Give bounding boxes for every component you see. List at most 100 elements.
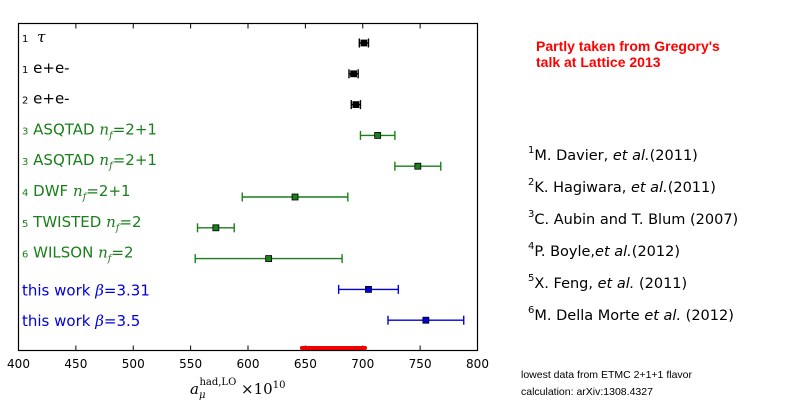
data-row: 1 τ [22,28,370,48]
reference-author: M. Davier, [534,147,613,164]
data-row: 2 e+e- [22,90,362,110]
reference-item: 1M. Davier, et al.(2011) [528,145,698,164]
reference-year: (2011) [634,275,688,292]
label-text: ASQTAD [33,120,94,138]
row-label: 2 e+e- [22,90,70,108]
nf-value: =2 [111,244,133,262]
label-text: DWF [33,182,68,200]
row-label: this work β=3.5 [22,312,140,330]
footnote-line2: calculation: arXiv:1308.4327 [521,386,653,398]
reference-year: (2012) [631,243,681,260]
data-row: 4 DWF nf=2+1 [22,182,349,203]
reference-item: 3C. Aubin and T. Blum (2007) [528,209,739,228]
data-point [360,39,368,47]
row-label: 6 WILSON nf=2 [22,244,134,265]
reference-number: 1 [528,145,535,156]
row-label: 3 ASQTAD nf=2+1 [22,120,157,141]
reference-item: 4P. Boyle,et al.(2012) [528,241,681,260]
reference-year: (2011) [667,179,716,196]
data-point [265,255,273,263]
nf-value: =2+1 [113,151,157,169]
reference-author: C. Aubin and T. Blum (2007) [534,211,739,228]
reference-etal: et al. [595,243,632,260]
nf-value: =2+1 [86,182,130,200]
data-row: 3 ASQTAD nf=2+1 [22,151,442,172]
reference-number: 6 [528,305,535,316]
reference-author: M. Della Morte [534,307,645,324]
x-axis-label: aμhad,LO ×1010 [190,377,285,401]
label-text: this work [22,281,91,299]
ref-superscript: 3 [22,126,28,137]
footnote-line1: lowest data from ETMC 2+1+1 flavor [521,369,692,381]
footnote: lowest data from ETMC 2+1+1 flavor calcu… [521,367,692,401]
source-note-line2: talk at Lattice 2013 [536,54,661,70]
data-point [422,316,430,324]
row-label: 1 e+e- [22,59,70,77]
x-tick-label: 500 [122,357,145,371]
label-text: ASQTAD [33,151,94,169]
data-point [291,193,299,201]
data-row: this work β=3.31 [22,281,400,299]
data-point [365,285,372,293]
reference-item: 2K. Hagiwara, et al.(2011) [528,177,716,196]
beta-value: =3.5 [104,312,140,330]
label-text: WILSON [33,244,93,262]
reference-year: (2012) [681,307,734,324]
reference-author: P. Boyle, [534,243,596,260]
ref-superscript: 1 [22,34,28,45]
data-point [212,224,220,232]
ref-superscript: 4 [22,188,28,199]
x-tick-label: 650 [294,357,317,371]
reference-etal: et al. [612,147,650,164]
reference-etal: et al. [630,179,668,196]
data-point [352,101,360,108]
label-text: this work [22,312,91,330]
ref-superscript: 2 [22,96,28,107]
reference-year: (2011) [649,147,698,164]
source-note: Partly taken from Gregory's talk at Latt… [536,38,786,70]
x-tick-label: 800 [466,357,489,371]
beta-value: =3.31 [104,281,150,299]
x-tick-label: 700 [351,357,374,371]
row-label: 1 τ [22,28,46,46]
reference-etal: et al. [644,307,682,324]
ref-superscript: 1 [22,65,28,76]
reference-item: 5X. Feng, et al. (2011) [528,273,688,292]
reference-item: 6M. Della Morte et al. (2012) [528,305,734,324]
x-tick-label: 450 [64,357,87,371]
data-point [414,162,422,170]
label-text: TWISTED [32,213,101,231]
data-point [350,70,357,78]
source-note-line1: Partly taken from Gregory's [536,38,720,54]
data-row: 1 e+e- [22,59,359,79]
x-tick-label: 400 [7,357,30,371]
row-label: this work β=3.31 [22,281,150,299]
chart: 400 450 500 550 600 650 700 750 800 1 τ1 e+e-2 e… [7,22,489,401]
reference-number: 5 [528,273,535,284]
x-tick-label: 750 [409,357,432,371]
label-text: e+e- [33,59,69,77]
row-label: 5 TWISTED nf=2 [22,213,142,234]
x-tick-label: 600 [237,357,260,371]
row-label: 3 ASQTAD nf=2+1 [22,151,157,172]
nf-value: =2 [119,213,141,231]
reference-number: 4 [528,241,535,252]
data-row: 6 WILSON nf=2 [22,244,343,265]
reference-number: 2 [528,177,535,188]
reference-number: 3 [528,209,535,220]
reference-author: X. Feng, [534,275,598,292]
data-row: 3 ASQTAD nf=2+1 [22,120,396,141]
ref-superscript: 5 [22,219,28,230]
label-text: τ [37,28,46,46]
label-text: e+e- [33,90,69,108]
data-row: 5 TWISTED nf=2 [22,213,235,234]
nf-value: =2+1 [113,120,157,138]
x-tick-label: 550 [179,357,202,371]
row-label: 4 DWF nf=2+1 [22,182,131,203]
ref-superscript: 6 [22,250,28,261]
reference-author: K. Hagiwara, [534,179,631,196]
data-row: this work β=3.5 [22,312,465,330]
reference-etal: et al. [597,275,635,292]
ref-superscript: 3 [22,157,28,168]
data-point [374,131,382,139]
